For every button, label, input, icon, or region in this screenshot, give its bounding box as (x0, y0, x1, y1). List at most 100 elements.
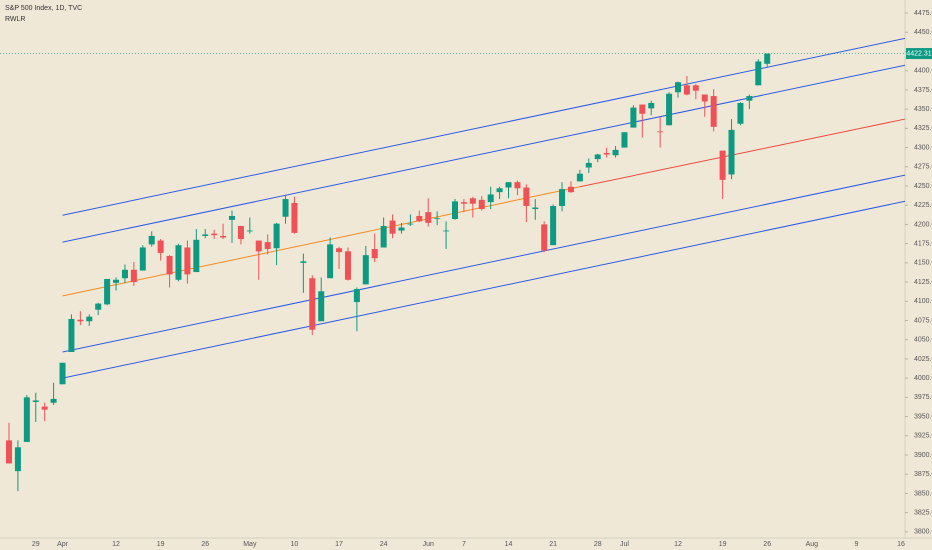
candle-body (273, 223, 280, 249)
candle-body (541, 224, 548, 251)
candle-body (576, 173, 583, 182)
candle-body (380, 225, 387, 248)
candle-body (710, 96, 717, 127)
candle-body (371, 249, 378, 259)
candle-body (594, 154, 601, 160)
candle-body (50, 398, 57, 403)
candle-body (719, 150, 726, 180)
candle-body (318, 291, 325, 322)
channel-line (62, 174, 906, 353)
candle-body (362, 255, 369, 285)
x-tick-label: 19 (157, 541, 165, 548)
candle-body (77, 319, 84, 322)
y-tick-label: 4250.00 (914, 183, 932, 190)
candle-body (344, 251, 351, 280)
x-tick-label: 19 (719, 541, 727, 548)
candle-body (246, 230, 253, 232)
candle-body (282, 199, 289, 217)
y-tick-label: 4050.00 (914, 337, 932, 344)
y-tick-label: 4025.00 (914, 356, 932, 363)
candle-body (229, 215, 235, 220)
candle-body (32, 400, 39, 402)
candle-body (389, 220, 396, 234)
candle-body (407, 223, 414, 225)
x-tick-label: Apr (57, 541, 69, 548)
y-tick-label: 3900.00 (914, 452, 932, 459)
candle-body (202, 234, 209, 236)
candle-body (469, 198, 476, 204)
x-tick-label: 26 (201, 541, 209, 548)
channel-line (62, 200, 906, 379)
candle-body (692, 85, 699, 91)
y-tick-label: 4200.00 (914, 221, 932, 228)
x-tick-label: 12 (674, 541, 682, 548)
y-tick-label: 4225.00 (914, 202, 932, 209)
y-tick-label: 3950.00 (914, 413, 932, 420)
x-tick-label: 12 (112, 541, 120, 548)
candle-body (487, 194, 494, 203)
candle-body (398, 227, 405, 231)
y-tick-label: 4075.00 (914, 317, 932, 324)
candle-body (193, 239, 200, 273)
x-tick-label: 9 (854, 541, 858, 548)
y-tick-label: 4350.00 (914, 106, 932, 113)
candle-body (585, 162, 592, 168)
candle-body (630, 107, 637, 128)
candle-body (496, 188, 503, 193)
candle-body (666, 93, 673, 126)
candle-body (621, 132, 628, 148)
candle-body (113, 279, 120, 283)
candle-body (675, 82, 681, 93)
candle-body (612, 149, 619, 156)
x-tick-label: 24 (380, 541, 388, 548)
candle-body (104, 278, 111, 305)
candle-body (764, 53, 771, 64)
y-tick-label: 3825.00 (914, 509, 932, 516)
candle-body (532, 207, 539, 210)
last-price-label: 4422.31 (906, 50, 931, 57)
y-tick-label: 4100.00 (914, 298, 932, 305)
x-tick-label: 16 (897, 541, 905, 548)
candle-body (550, 205, 557, 246)
x-tick-label: Jun (423, 541, 434, 548)
y-tick-label: 4125.00 (914, 279, 932, 286)
y-tick-label: 4450.00 (914, 29, 932, 36)
candle-body (657, 131, 664, 133)
candle-body (166, 255, 173, 275)
x-tick-label: 14 (505, 541, 513, 548)
candle-body (336, 248, 343, 253)
candle-body (300, 261, 307, 263)
candle-body (639, 104, 646, 114)
x-tick-label: May (243, 541, 257, 548)
y-tick-label: 4150.00 (914, 260, 932, 267)
candle-body (255, 240, 262, 252)
indicator-name: RWLR (5, 16, 25, 23)
candle-body (434, 218, 441, 220)
candle-body (416, 215, 423, 222)
y-tick-label: 4300.00 (914, 144, 932, 151)
candle-body (148, 235, 155, 245)
candle-body (130, 269, 137, 283)
candle-body (478, 199, 485, 210)
candle-body (291, 202, 298, 233)
y-tick-label: 4375.00 (914, 87, 932, 94)
candle-body (184, 247, 191, 275)
candle-body (68, 318, 75, 353)
candle-body (505, 182, 512, 188)
candle-body (157, 240, 164, 253)
candle-body (327, 244, 334, 279)
candle-body (237, 225, 244, 240)
candle-body (95, 303, 102, 310)
y-tick-label: 3875.00 (914, 471, 932, 478)
candle-body (514, 182, 521, 189)
x-tick-label: 26 (763, 541, 771, 548)
y-tick-label: 3850.00 (914, 490, 932, 497)
candle-body (309, 278, 316, 330)
candle-body (683, 85, 690, 95)
candle-body (211, 233, 218, 236)
x-tick-label: 29 (32, 541, 40, 548)
y-tick-label: 4000.00 (914, 375, 932, 382)
